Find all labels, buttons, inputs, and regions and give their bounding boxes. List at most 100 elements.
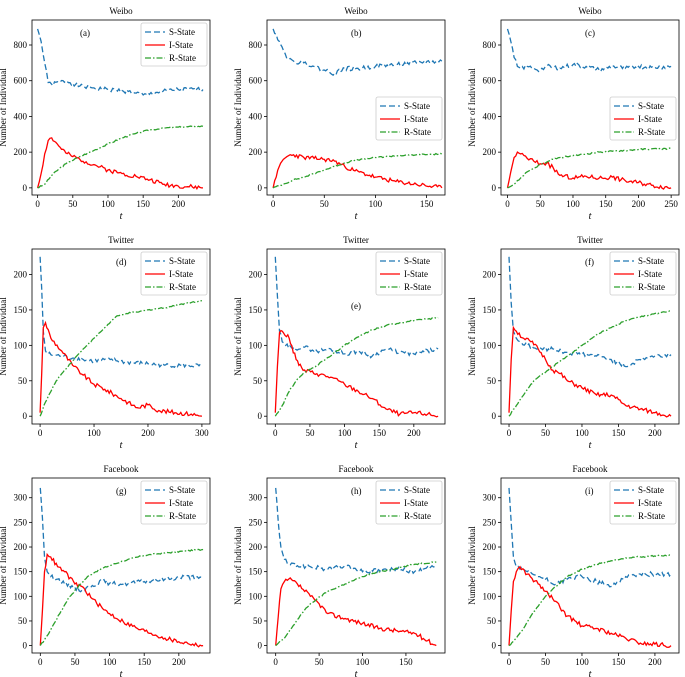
x-tick-label: 150 [399, 657, 413, 667]
x-tick-label: 150 [612, 657, 626, 667]
series-line-i-state [508, 565, 672, 648]
series-group [275, 487, 437, 647]
legend-label: S-State [404, 101, 430, 111]
y-tick-label: 100 [483, 591, 497, 601]
legend-box [140, 22, 208, 67]
y-tick-label: 200 [14, 147, 28, 157]
y-tick-label: 0 [258, 641, 263, 651]
plot-frame [266, 19, 446, 196]
y-tick-label: 250 [249, 517, 263, 527]
x-tick-label: 0 [271, 199, 276, 209]
x-axis-label: t [120, 211, 123, 222]
y-tick-label: 150 [249, 567, 263, 577]
x-tick-label: 100 [338, 428, 352, 438]
plot-frame [500, 248, 680, 425]
panel-tag: (b) [351, 28, 362, 38]
y-tick-label: 200 [14, 270, 28, 280]
y-axis-label: Number of Individual [0, 68, 8, 147]
x-tick-label: 200 [141, 428, 155, 438]
chart-title: Weibo [109, 6, 133, 16]
x-tick-label: 300 [195, 428, 209, 438]
x-tick-label: 50 [541, 428, 551, 438]
legend-label: I-State [638, 114, 662, 124]
x-tick-label: 50 [305, 428, 315, 438]
chart-panel-b: Weibo 0 50 100 150 0 200 400 600 800 t Number of In… [233, 6, 446, 222]
x-tick-label: 150 [137, 657, 151, 667]
series-line-i-state [508, 325, 672, 418]
x-tick-label: 100 [566, 199, 580, 209]
y-tick-label: 0 [23, 183, 28, 193]
x-tick-label: 100 [356, 657, 370, 667]
series-line-r-state [274, 317, 439, 417]
x-tick-label: 50 [536, 199, 546, 209]
x-tick-label: 100 [101, 199, 115, 209]
y-tick-label: 200 [483, 542, 497, 552]
series-line-r-state [37, 125, 204, 189]
chart-panel-g: Facebook 0 50 100 150 200 0 50 100 150 200 250 300 t N… [0, 464, 211, 677]
legend: S-State I-State R-State [140, 22, 208, 67]
x-tick-label: 100 [103, 657, 117, 667]
x-tick-label: 200 [407, 428, 421, 438]
legend: S-State I-State R-State [375, 251, 443, 296]
series-group [272, 28, 443, 189]
legend: S-State I-State R-State [140, 480, 208, 525]
chart-title: Weibo [344, 6, 368, 16]
panel-tag: (f) [585, 257, 594, 267]
x-tick-label: 200 [172, 657, 186, 667]
chart-title: Twitter [108, 235, 134, 245]
legend-label: I-State [169, 40, 193, 50]
legend-label: I-State [404, 114, 428, 124]
plot-frame [500, 477, 680, 654]
x-tick-label: 0 [507, 657, 512, 667]
y-tick-label: 100 [14, 340, 28, 350]
y-tick-label: 100 [14, 591, 28, 601]
plot-frame [31, 477, 211, 654]
series-line-r-state [272, 152, 443, 189]
y-tick-label: 0 [23, 641, 28, 651]
y-axis-label: Number of Individual [233, 68, 243, 147]
series-line-s-state [272, 28, 443, 77]
legend: S-State I-State R-State [375, 96, 443, 141]
y-tick-label: 50 [18, 376, 28, 386]
panel-tag: (a) [80, 28, 90, 38]
series-line-s-state [39, 256, 203, 369]
legend-label: I-State [404, 498, 428, 508]
legend: S-State I-State R-State [375, 480, 443, 525]
series-line-r-state [507, 147, 672, 189]
x-tick-label: 50 [315, 657, 325, 667]
x-tick-label: 0 [273, 657, 278, 667]
x-tick-label: 0 [35, 199, 40, 209]
y-tick-label: 150 [14, 567, 28, 577]
x-axis-label: t [589, 211, 592, 222]
legend: S-State I-State R-State [609, 96, 677, 141]
plot-frame [266, 248, 446, 425]
series-line-s-state [275, 487, 437, 575]
series-line-i-state [39, 552, 204, 648]
x-tick-label: 0 [38, 428, 43, 438]
legend-box [609, 480, 677, 525]
x-tick-label: 50 [68, 199, 78, 209]
chart-title: Facebook [573, 464, 608, 474]
legend-label: R-State [404, 282, 431, 292]
legend-label: S-State [169, 27, 195, 37]
chart-panel-e: Twitter 0 50 100 150 200 0 50 100 150 200 t Number o… [233, 235, 446, 451]
chart-panel-a: Weibo 0 50 100 150 200 0 200 400 600 800 t Number of… [0, 6, 211, 222]
x-tick-label: 200 [632, 199, 646, 209]
x-tick-label: 150 [136, 199, 150, 209]
y-tick-label: 200 [483, 147, 497, 157]
series-group [508, 487, 672, 648]
y-tick-label: 100 [249, 340, 263, 350]
series-group [274, 256, 439, 418]
series-group [39, 256, 203, 417]
legend-label: R-State [404, 127, 431, 137]
legend-label: S-State [638, 256, 664, 266]
y-tick-label: 800 [249, 40, 263, 50]
plot-frame [266, 477, 446, 654]
chart-title: Twitter [577, 235, 603, 245]
y-tick-label: 600 [249, 76, 263, 86]
y-axis-label: Number of Individual [467, 68, 477, 147]
x-tick-label: 0 [505, 199, 510, 209]
chart-panel-h: Facebook 0 50 100 150 0 50 100 150 200 250 300 t Numb… [233, 464, 446, 677]
x-tick-label: 50 [541, 657, 551, 667]
y-tick-label: 0 [258, 183, 263, 193]
